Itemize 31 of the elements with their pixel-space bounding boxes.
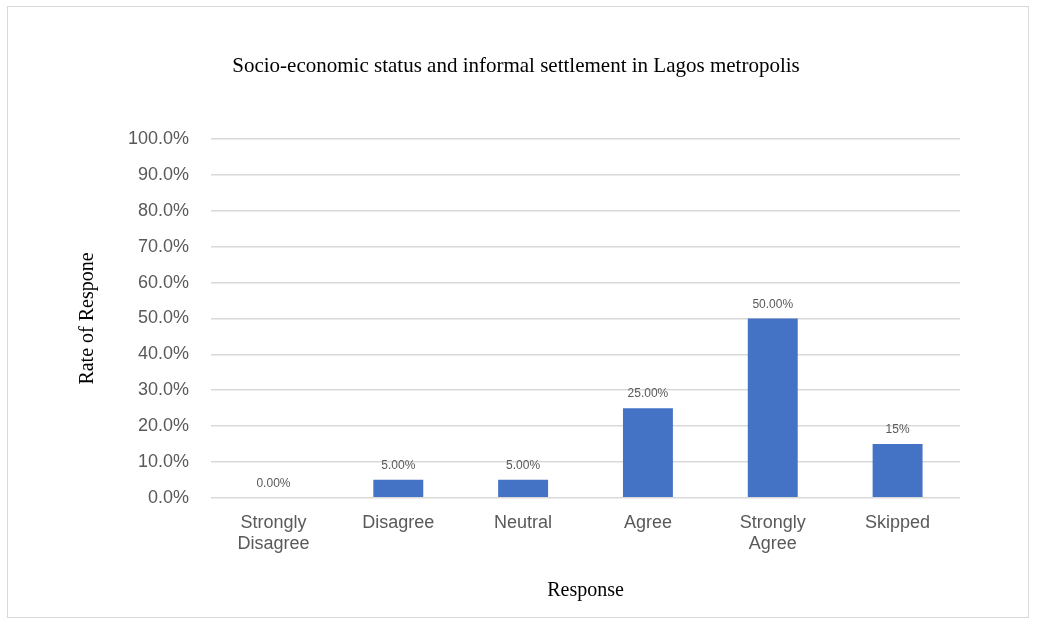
- bar: [622, 408, 673, 498]
- x-tick-label: Strongly Disagree: [237, 511, 310, 554]
- chart-title: Socio-economic status and informal settlement in Lagos metropolis: [232, 53, 800, 78]
- x-tick-label: Strongly Agree: [739, 511, 806, 554]
- data-label: 0.00%: [256, 476, 291, 491]
- y-tick-label: 90.0%: [138, 164, 190, 185]
- x-tick-label: Neutral: [494, 511, 553, 532]
- data-label: 50.00%: [752, 296, 794, 311]
- y-tick-label: 0.0%: [148, 486, 190, 507]
- data-label: 25.00%: [627, 386, 669, 401]
- y-tick-label: 80.0%: [138, 199, 190, 220]
- bar: [498, 479, 549, 498]
- data-label: 5.00%: [381, 458, 416, 473]
- data-label: 5.00%: [506, 458, 541, 473]
- y-tick-label: 70.0%: [138, 235, 190, 256]
- y-tick-label: 20.0%: [138, 415, 190, 436]
- y-tick-label: 40.0%: [138, 343, 190, 364]
- y-axis-title: Rate of Respone: [75, 252, 99, 385]
- bar: [872, 444, 923, 498]
- y-tick-label: 100.0%: [127, 128, 190, 149]
- y-tick-label: 30.0%: [138, 379, 190, 400]
- data-label: 15%: [885, 422, 910, 437]
- x-tick-label: Skipped: [865, 511, 931, 532]
- x-axis-title: Response: [547, 578, 624, 602]
- y-tick-label: 10.0%: [138, 450, 190, 471]
- bar: [747, 318, 798, 498]
- x-tick-label: Disagree: [362, 511, 435, 532]
- y-tick-label: 50.0%: [138, 307, 190, 328]
- bar: [373, 479, 424, 498]
- x-tick-label: Agree: [623, 511, 672, 532]
- y-tick-label: 60.0%: [138, 271, 190, 292]
